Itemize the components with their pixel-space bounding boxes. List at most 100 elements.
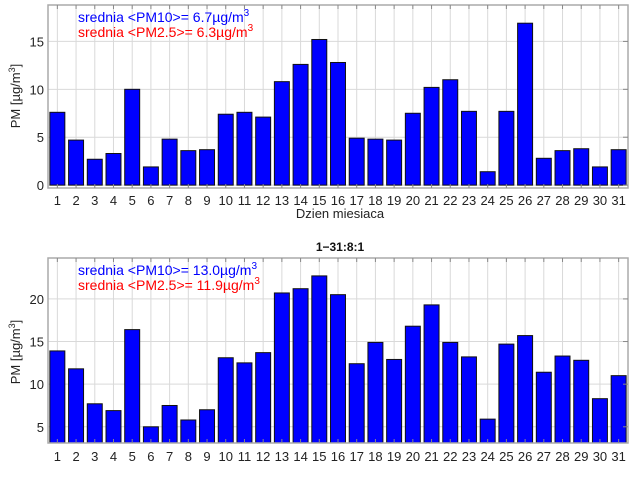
- bar-day-3: [86, 403, 103, 444]
- bar-day-4: [105, 410, 122, 444]
- x-tick-label: 1: [54, 193, 61, 208]
- bar-day-21: [423, 304, 440, 444]
- x-tick-label: 26: [518, 193, 532, 208]
- x-tick-label: 28: [555, 193, 569, 208]
- x-tick-label: 17: [349, 449, 363, 464]
- bar-day-17: [348, 363, 365, 444]
- x-tick-label: 10: [219, 193, 233, 208]
- x-tick-label: 24: [480, 193, 494, 208]
- bar-day-28: [554, 355, 571, 444]
- bar-day-27: [535, 371, 552, 444]
- bar-day-11: [236, 362, 253, 444]
- bar-day-29: [573, 148, 590, 186]
- y-tick-label: 10: [30, 377, 44, 392]
- bar-day-18: [367, 138, 384, 186]
- bar-day-13: [273, 292, 290, 444]
- daily-pm-chart-bottom: 1−31:8:1 1 2 3 4 5 6 7 8 9 10 11 12 13 14 15 16 17 18 19 20…: [7, 240, 629, 464]
- x-tick-label: 5: [129, 193, 136, 208]
- x-tick-label: 3: [91, 449, 98, 464]
- x-tick-label: 7: [166, 193, 173, 208]
- bar-day-9: [199, 409, 216, 444]
- x-tick-label: 14: [293, 449, 307, 464]
- x-tick-label: 22: [443, 193, 457, 208]
- bar-day-3: [86, 158, 103, 186]
- x-tick-label: 16: [331, 193, 345, 208]
- x-axis-label-top: Dzien miesiaca: [296, 206, 385, 221]
- x-tick-label: 23: [462, 449, 476, 464]
- x-tick-label: 6: [147, 449, 154, 464]
- x-tick-label: 7: [166, 449, 173, 464]
- y-axis-label-top: PM [µg/m3]: [7, 64, 23, 129]
- y-tick-label: 20: [30, 292, 44, 307]
- x-tick-label: 3: [91, 193, 98, 208]
- x-tick-label: 13: [275, 193, 289, 208]
- x-tick-label: 31: [611, 449, 625, 464]
- x-tick-label: 8: [185, 449, 192, 464]
- bars-bottom: [49, 275, 627, 444]
- bar-day-18: [367, 341, 384, 444]
- bar-day-20: [404, 325, 421, 444]
- x-tick-label: 2: [72, 193, 79, 208]
- chart-title-bottom: 1−31:8:1: [316, 240, 365, 254]
- bar-day-25: [498, 110, 515, 186]
- bar-day-28: [554, 150, 571, 186]
- bar-day-24: [479, 171, 496, 186]
- x-tick-label: 11: [238, 193, 252, 208]
- y-tick-labels-top: 0 5 10 15: [30, 34, 44, 193]
- x-tick-label: 2: [72, 449, 79, 464]
- y-tick-label: 15: [30, 335, 44, 350]
- x-tick-label: 18: [368, 449, 382, 464]
- x-tick-label: 30: [593, 449, 607, 464]
- bar-day-16: [330, 61, 346, 186]
- daily-pm-chart-top: 1 2 3 4 5 6 7 8 9 10 11 12 13 14 15 16 17 18 19 20 21 22 23 24 2…: [7, 4, 629, 221]
- bar-day-22: [442, 79, 459, 186]
- bar-day-17: [348, 137, 365, 186]
- x-tick-label: 31: [611, 193, 625, 208]
- bar-day-5: [124, 329, 141, 444]
- x-tick-label: 21: [424, 193, 438, 208]
- x-tick-label: 19: [387, 449, 401, 464]
- x-tick-label: 11: [238, 449, 252, 464]
- bar-day-31: [610, 375, 627, 444]
- bar-day-13: [273, 81, 290, 186]
- bar-day-4: [105, 153, 122, 186]
- x-tick-label: 4: [110, 449, 117, 464]
- bar-day-7: [161, 138, 178, 186]
- bar-day-31: [610, 149, 627, 186]
- y-tick-label: 5: [37, 130, 44, 145]
- bar-day-16: [330, 294, 346, 444]
- bar-day-10: [217, 357, 234, 444]
- x-tick-label: 12: [256, 193, 270, 208]
- bar-day-25: [498, 343, 515, 444]
- x-tick-label: 6: [147, 193, 154, 208]
- bar-day-22: [442, 341, 459, 444]
- y-axis-label-bottom: PM [µg/m3]: [7, 320, 23, 385]
- x-tick-label: 26: [518, 449, 532, 464]
- bar-day-15: [311, 275, 328, 444]
- bar-day-1: [49, 111, 66, 186]
- x-tick-label: 20: [406, 193, 420, 208]
- x-tick-label: 19: [387, 193, 401, 208]
- x-tick-label: 28: [555, 449, 569, 464]
- x-tick-label: 25: [499, 193, 513, 208]
- x-tick-labels-bottom: 1 2 3 4 5 6 7 8 9 10 11 12 13 14 15 16 17 18 19 20 21 22 23 24 2…: [54, 449, 626, 464]
- annotation-pm10-bottom: srednia <PM10>= 13.0µg/m3: [78, 261, 257, 278]
- bar-day-5: [124, 88, 141, 186]
- annotation-pm25-top: srednia <PM2.5>= 6.3µg/m3: [78, 23, 254, 40]
- x-tick-label: 30: [593, 193, 607, 208]
- bar-day-14: [292, 63, 309, 186]
- bar-day-27: [535, 157, 552, 186]
- x-tick-label: 14: [293, 193, 307, 208]
- x-tick-label: 22: [443, 449, 457, 464]
- x-tick-labels-top: 1 2 3 4 5 6 7 8 9 10 11 12 13 14 15 16 17 18 19 20 21 22 23 24 2…: [54, 193, 626, 208]
- x-tick-label: 9: [203, 449, 210, 464]
- annotation-pm10-top: srednia <PM10>= 6.7µg/m3: [78, 8, 250, 25]
- x-tick-label: 1: [54, 449, 61, 464]
- bar-day-1: [49, 350, 66, 444]
- x-tick-label: 5: [129, 449, 136, 464]
- x-tick-label: 20: [406, 449, 420, 464]
- bar-day-26: [517, 335, 534, 444]
- bar-day-19: [386, 139, 403, 186]
- y-tick-label: 5: [37, 420, 44, 435]
- bar-day-14: [292, 288, 309, 444]
